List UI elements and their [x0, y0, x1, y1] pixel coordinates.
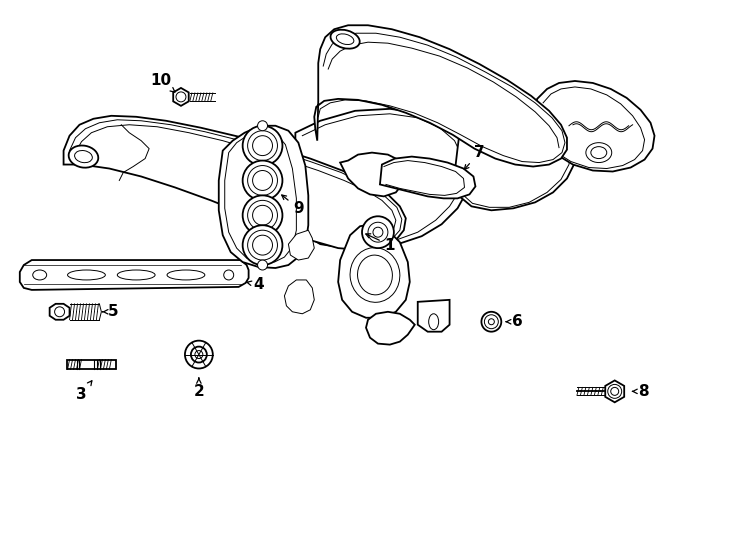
- Polygon shape: [366, 312, 415, 345]
- Circle shape: [611, 387, 619, 395]
- Circle shape: [482, 312, 501, 332]
- Text: 4: 4: [247, 278, 264, 293]
- Ellipse shape: [350, 248, 400, 302]
- Ellipse shape: [591, 147, 607, 159]
- Circle shape: [224, 270, 233, 280]
- Polygon shape: [288, 230, 314, 260]
- Ellipse shape: [586, 143, 611, 163]
- Circle shape: [252, 171, 272, 191]
- Polygon shape: [535, 81, 655, 172]
- Text: 10: 10: [150, 73, 175, 92]
- Circle shape: [191, 347, 207, 362]
- Ellipse shape: [429, 314, 439, 330]
- Circle shape: [258, 260, 267, 270]
- Circle shape: [243, 160, 283, 200]
- Circle shape: [258, 121, 267, 131]
- Circle shape: [247, 131, 277, 160]
- Circle shape: [247, 200, 277, 230]
- Circle shape: [243, 195, 283, 235]
- Circle shape: [608, 384, 622, 399]
- Ellipse shape: [330, 30, 360, 49]
- Ellipse shape: [117, 270, 155, 280]
- Circle shape: [252, 205, 272, 225]
- Circle shape: [176, 92, 186, 102]
- Ellipse shape: [33, 270, 47, 280]
- Polygon shape: [418, 300, 449, 332]
- Text: 6: 6: [506, 314, 523, 329]
- Ellipse shape: [357, 255, 393, 295]
- Circle shape: [54, 307, 65, 317]
- Ellipse shape: [75, 151, 92, 163]
- Circle shape: [243, 225, 283, 265]
- Polygon shape: [219, 126, 308, 268]
- Polygon shape: [380, 157, 476, 198]
- Circle shape: [484, 315, 498, 329]
- Circle shape: [373, 227, 383, 237]
- Text: 2: 2: [194, 378, 204, 399]
- Circle shape: [247, 166, 277, 195]
- Ellipse shape: [167, 270, 205, 280]
- Text: 3: 3: [76, 381, 92, 402]
- Polygon shape: [67, 360, 116, 369]
- Circle shape: [368, 222, 388, 242]
- Circle shape: [247, 230, 277, 260]
- Polygon shape: [295, 109, 471, 248]
- Polygon shape: [285, 280, 314, 314]
- Circle shape: [488, 319, 494, 325]
- Circle shape: [195, 350, 203, 359]
- Circle shape: [252, 235, 272, 255]
- Circle shape: [185, 341, 213, 368]
- Polygon shape: [314, 25, 567, 166]
- Text: 5: 5: [103, 304, 119, 319]
- Polygon shape: [606, 380, 624, 402]
- Text: 8: 8: [633, 384, 649, 399]
- Polygon shape: [340, 153, 406, 197]
- Text: 7: 7: [465, 145, 484, 170]
- Polygon shape: [64, 116, 406, 250]
- Circle shape: [362, 217, 394, 248]
- Circle shape: [252, 136, 272, 156]
- Polygon shape: [20, 260, 249, 290]
- Circle shape: [243, 126, 283, 166]
- Text: 9: 9: [282, 195, 304, 216]
- Ellipse shape: [68, 270, 106, 280]
- Polygon shape: [50, 304, 70, 320]
- Polygon shape: [173, 88, 189, 106]
- Text: 1: 1: [366, 234, 395, 253]
- Polygon shape: [338, 224, 410, 318]
- Ellipse shape: [336, 34, 354, 44]
- Polygon shape: [456, 109, 577, 210]
- Ellipse shape: [69, 145, 98, 168]
